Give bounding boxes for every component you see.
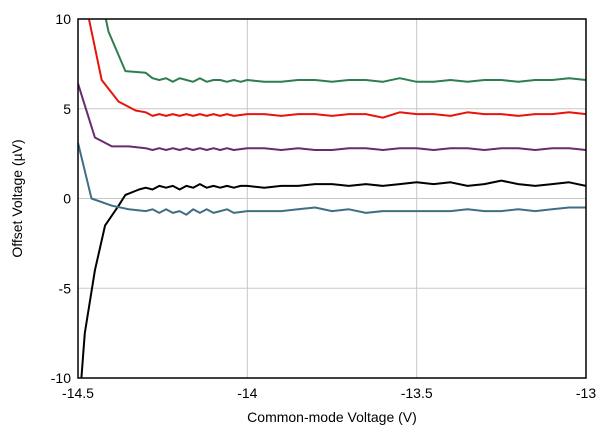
- y-tick-label: 10: [55, 11, 71, 27]
- x-tick-label: -14: [237, 385, 257, 401]
- tick-labels: -14.5 -14 -13.5 -13 10 5 0 -5 -10: [51, 11, 597, 401]
- x-tick-label: -13.5: [401, 385, 433, 401]
- y-tick-label: 0: [63, 191, 71, 207]
- series-line-3: [78, 83, 586, 151]
- y-tick-label: -5: [59, 280, 72, 296]
- grid-lines: [78, 19, 586, 378]
- x-tick-label: -14.5: [62, 385, 94, 401]
- x-tick-label: -13: [576, 385, 596, 401]
- series-line-2: [87, 19, 586, 119]
- y-tick-label: 5: [63, 101, 71, 117]
- series-line-4: [80, 179, 586, 378]
- series-line-5: [78, 142, 586, 216]
- series-group: [78, 19, 586, 378]
- series-line-1: [104, 19, 586, 83]
- y-tick-label: -10: [51, 370, 71, 386]
- x-axis-label: Common-mode Voltage (V): [247, 409, 417, 425]
- plot-frame: [77, 18, 587, 379]
- y-axis-label: Offset Voltage (µV): [9, 139, 25, 257]
